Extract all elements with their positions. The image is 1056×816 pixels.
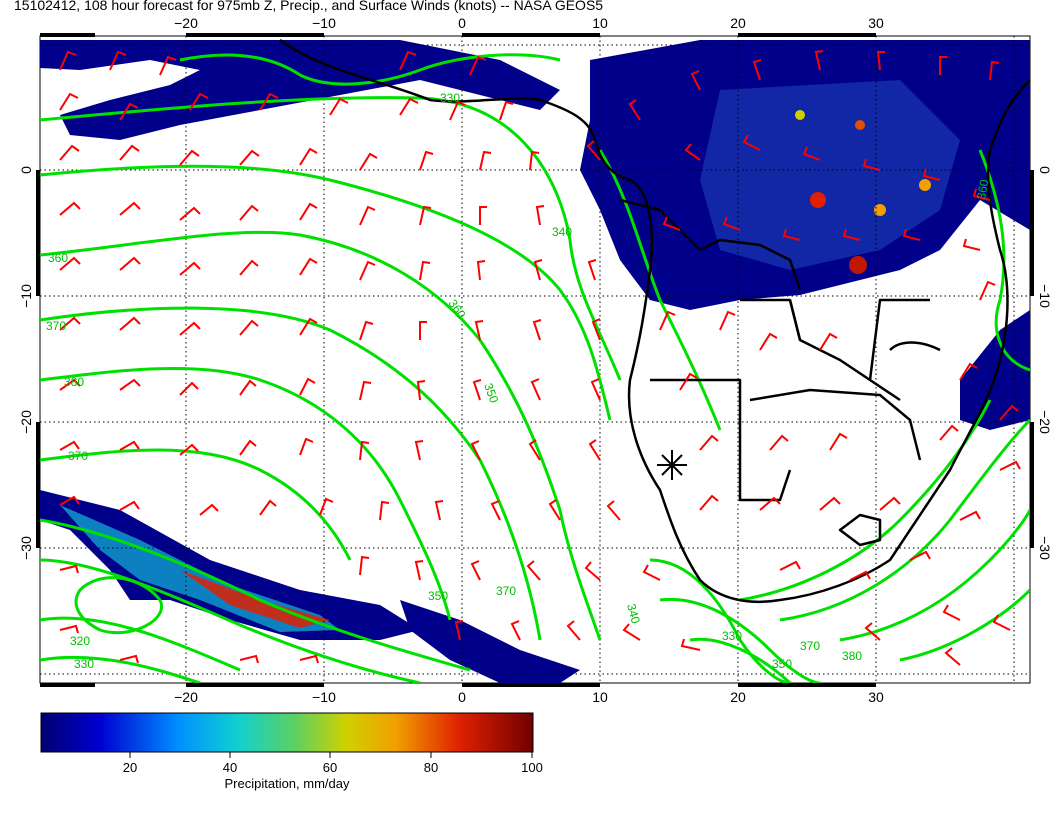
precip-cell [855, 120, 865, 130]
contour-label-370d: 370 [800, 639, 820, 653]
lon-label: 20 [730, 689, 746, 705]
contour-label-380b: 380 [842, 649, 862, 663]
lon-label: −20 [174, 15, 198, 31]
contour-label-330b: 330 [722, 629, 742, 643]
contour-label-350b: 350 [428, 589, 448, 603]
precip-cell [795, 110, 805, 120]
asterisk-marker-icon [657, 450, 687, 480]
lon-label: 30 [868, 15, 884, 31]
precip-east-coast [960, 310, 1030, 430]
precip-southwest-band [40, 490, 420, 640]
coastlines [279, 38, 1030, 604]
contour-label-340: 340 [552, 225, 572, 239]
precip-colorbar [40, 712, 534, 753]
lat-labels-left: 0 −10 −20 −30 [18, 166, 34, 560]
lat-label: −30 [1037, 536, 1053, 560]
precip-cell [874, 204, 886, 216]
lon-label: −20 [174, 689, 198, 705]
colorbar-tick-label: 40 [222, 760, 238, 775]
contour-label-320: 320 [70, 634, 90, 648]
colorbar-tick-label: 20 [122, 760, 138, 775]
map-title: 15102412, 108 hour forecast for 975mb Z,… [14, 0, 604, 13]
contour-labels: 360 370 380 370 320 330 340 350 360 370 … [46, 91, 991, 671]
height-contours [40, 53, 1030, 683]
precip-south-band [400, 600, 580, 683]
contour-label-370: 370 [46, 319, 66, 333]
lat-label: 0 [1037, 166, 1053, 174]
lon-label: 30 [868, 689, 884, 705]
lon-label: 10 [592, 689, 608, 705]
lat-label: −10 [18, 284, 34, 308]
colorbar-tick-label: 100 [521, 760, 543, 775]
contour-label-350c: 350 [772, 657, 792, 671]
colorbar-tick-label: 60 [322, 760, 338, 775]
colorbar-tick-label: 80 [423, 760, 439, 775]
wind-barbs [59, 50, 1021, 666]
lon-label: 0 [458, 15, 466, 31]
lon-label: 10 [592, 15, 608, 31]
lat-labels-right: 0 −10 −20 −30 [1037, 166, 1053, 560]
contour-label-350: 350 [481, 381, 501, 405]
precip-sw-inner [60, 505, 340, 632]
contour-label-340b: 340 [624, 602, 643, 625]
lon-label: 20 [730, 15, 746, 31]
lon-labels-top: −20 −10 0 10 20 30 [174, 15, 884, 31]
lon-label: −10 [312, 15, 336, 31]
contour-label-370b: 370 [68, 449, 88, 463]
precip-cell [810, 192, 826, 208]
contour-label-360: 360 [48, 251, 68, 265]
precip-cell [919, 179, 931, 191]
contour-label-370c: 370 [496, 584, 516, 598]
precip-cell [849, 256, 867, 274]
precip-ca-inner [700, 80, 960, 270]
lat-label: −30 [18, 536, 34, 560]
axis-bars [36, 33, 1034, 687]
lon-labels-bottom: −20 −10 0 10 20 30 [174, 689, 884, 705]
contour-label-330c: 330 [440, 91, 460, 105]
contour-label-360c: 360 [974, 178, 991, 200]
contour-label-380: 380 [64, 375, 84, 389]
lon-label: 0 [458, 689, 466, 705]
lat-label: −20 [1037, 410, 1053, 434]
lat-label: 0 [18, 166, 34, 174]
lat-label: −10 [1037, 284, 1053, 308]
lon-label: −10 [312, 689, 336, 705]
colorbar-ticks [129, 752, 533, 758]
lat-label: −20 [18, 410, 34, 434]
colorbar-title: Precipitation, mm/day [224, 776, 350, 791]
contour-label-330: 330 [74, 657, 94, 671]
